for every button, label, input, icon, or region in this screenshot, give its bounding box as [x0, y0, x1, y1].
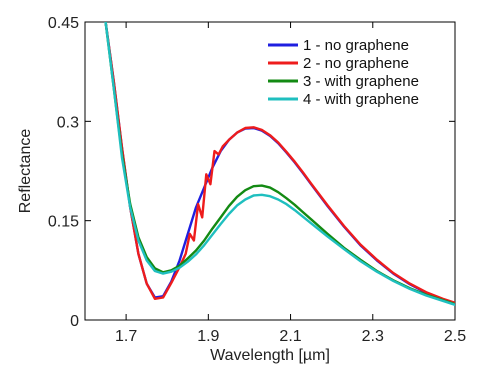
- legend-label-3: 3 - with graphene: [303, 73, 419, 90]
- legend-label-4: 4 - with graphene: [303, 91, 419, 108]
- series-line-2: [104, 22, 455, 304]
- axis-ticks: 1.7 1.9 2.1 2.3 2.5 0 0.15 0.3 0.45: [48, 15, 466, 345]
- x-tick-label: 2.3: [362, 328, 384, 345]
- legend-label-1: 1 - no graphene: [303, 37, 409, 54]
- x-tick-label: 1.7: [115, 328, 137, 345]
- x-tick-label: 2.1: [279, 328, 301, 345]
- y-tick-label: 0.45: [48, 15, 79, 32]
- x-tick-label: 2.5: [444, 328, 466, 345]
- y-tick-label: 0.3: [57, 114, 79, 131]
- plot-area: [84, 21, 456, 321]
- x-tick-label: 1.9: [197, 328, 219, 345]
- y-axis-label: Reflectance: [17, 129, 34, 214]
- y-tick-label: 0.15: [48, 214, 79, 231]
- series-layer: [104, 22, 455, 306]
- y-tick-label: 0: [70, 313, 79, 330]
- legend-label-2: 2 - no graphene: [303, 55, 409, 72]
- x-axis-label: Wavelength [µm]: [210, 347, 330, 364]
- series-line-4: [104, 22, 455, 306]
